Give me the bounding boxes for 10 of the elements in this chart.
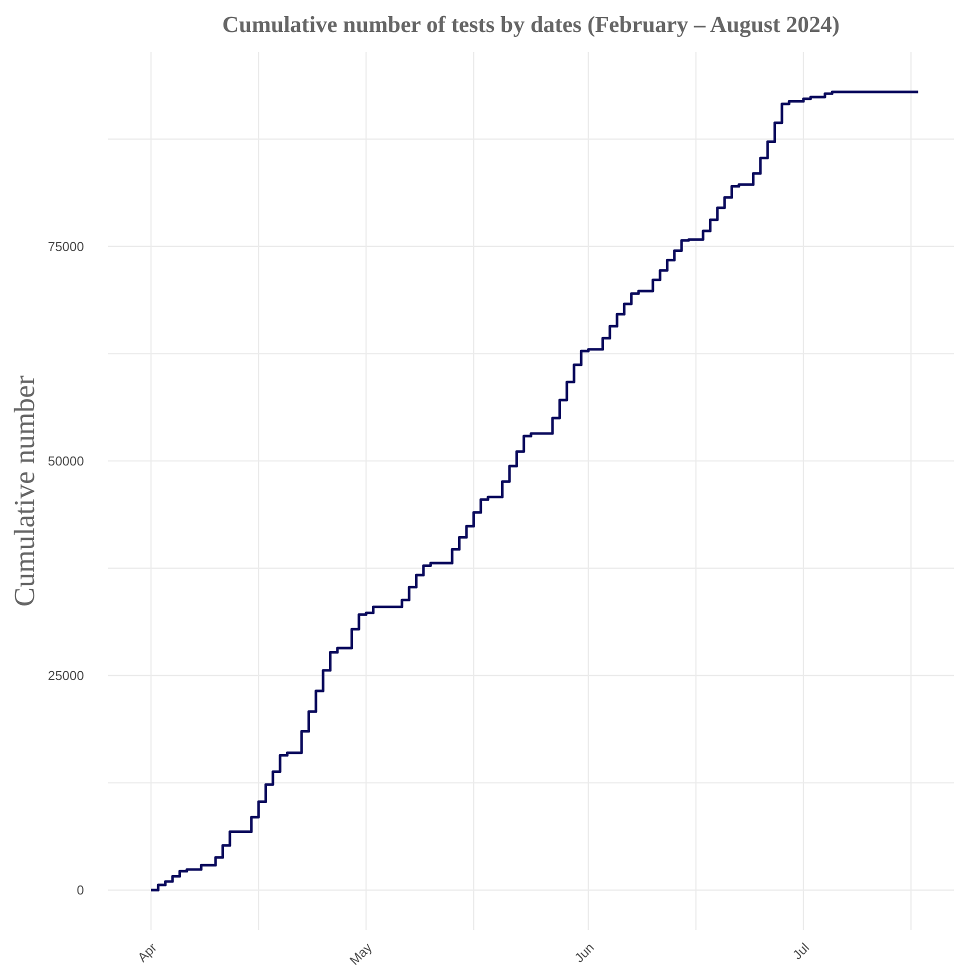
x-tick-label: Jul	[790, 940, 812, 962]
y-tick-label: 75000	[48, 238, 84, 254]
x-tick-label: Apr	[134, 939, 160, 965]
y-axis-title: Cumulative number	[9, 375, 41, 607]
x-tick-label: May	[346, 940, 376, 968]
chart-title: Cumulative number of tests by dates (February – August 2024)	[222, 12, 840, 38]
x-tick-label: Jun	[571, 940, 597, 966]
y-tick-label: 0	[76, 882, 84, 898]
y-tick-label: 25000	[48, 668, 84, 684]
y-tick-label: 50000	[48, 454, 84, 469]
